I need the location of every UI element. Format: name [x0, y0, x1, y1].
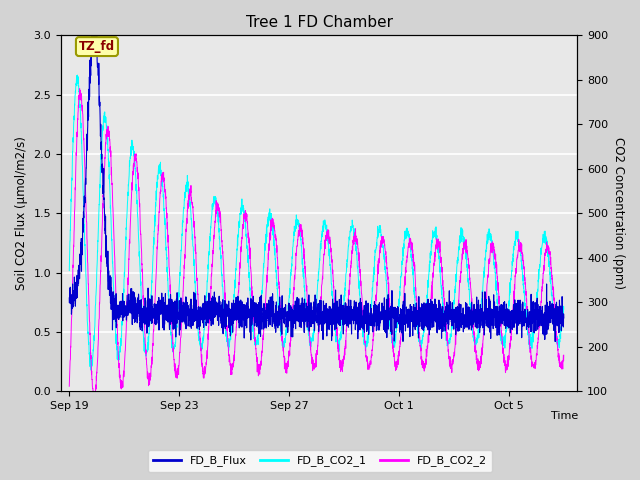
X-axis label: Time: Time [551, 411, 578, 421]
Y-axis label: CO2 Concentration (ppm): CO2 Concentration (ppm) [612, 137, 625, 289]
Title: Tree 1 FD Chamber: Tree 1 FD Chamber [246, 15, 393, 30]
Text: TZ_fd: TZ_fd [79, 40, 115, 53]
Legend: FD_B_Flux, FD_B_CO2_1, FD_B_CO2_2: FD_B_Flux, FD_B_CO2_1, FD_B_CO2_2 [148, 450, 492, 472]
Y-axis label: Soil CO2 Flux (μmol/m2/s): Soil CO2 Flux (μmol/m2/s) [15, 136, 28, 290]
